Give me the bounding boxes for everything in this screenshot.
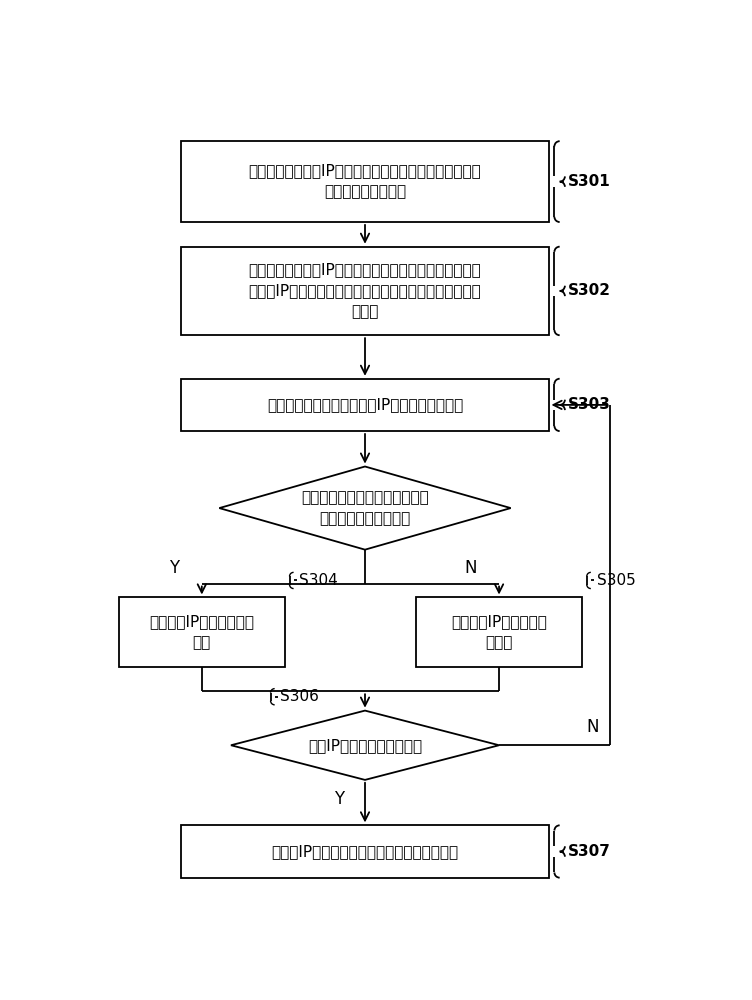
Text: S301: S301 [568,174,611,189]
Text: 确认所述IP地址处于失
效状态: 确认所述IP地址处于失 效状态 [451,614,547,650]
Text: N: N [465,559,478,577]
Text: 确认所述IP地址处于有效
状态: 确认所述IP地址处于有效 状态 [150,614,254,650]
Bar [416,597,582,667]
Text: S306: S306 [280,689,320,704]
Text: 接收包含被监测的IP地址信息的监测指令，并根据所述监
测指令生成监测模板: 接收包含被监测的IP地址信息的监测指令，并根据所述监 测指令生成监测模板 [249,164,481,200]
Text: N: N [586,718,599,736]
Text: 所述IP地址的状态发生改变: 所述IP地址的状态发生改变 [308,738,422,753]
Bar [119,597,285,667]
Text: S307: S307 [568,844,611,859]
Text: S303: S303 [568,397,611,412]
Text: Y: Y [334,790,344,808]
Bar [181,141,549,222]
Polygon shape [231,711,499,780]
Text: S305: S305 [596,573,635,588]
Text: 在设定的时间间隔内收到对应所
述检测报文的响应报文: 在设定的时间间隔内收到对应所 述检测报文的响应报文 [301,490,429,526]
Polygon shape [220,466,511,550]
Text: S302: S302 [568,283,611,298]
Bar [181,379,549,431]
Text: 接收需要监测所述IP地址的业务模块发送的，表征需要监
测所述IP地址的信息，并将所述业务模块与所述监测模板
相关联: 接收需要监测所述IP地址的业务模块发送的，表征需要监 测所述IP地址的信息，并将… [249,262,481,319]
Bar [181,247,549,335]
Text: S304: S304 [299,573,338,588]
Text: 根据所述监测指令，向所述IP地址发送检测报文: 根据所述监测指令，向所述IP地址发送检测报文 [267,397,463,412]
Text: 将所述IP地址的状态信息发送给所述业务模块: 将所述IP地址的状态信息发送给所述业务模块 [271,844,459,859]
Bar [181,825,549,878]
Text: Y: Y [168,559,179,577]
